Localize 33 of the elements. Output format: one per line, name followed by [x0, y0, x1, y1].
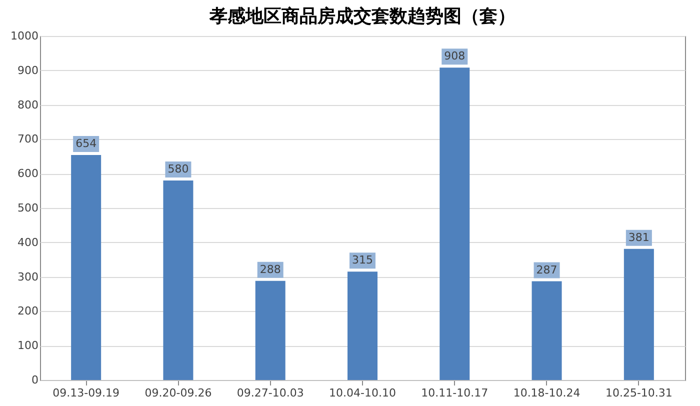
y-tick-label: 200 — [18, 304, 38, 318]
y-tick-label: 100 — [18, 339, 38, 352]
x-tick-label: 10.25-10.31 — [605, 386, 672, 400]
x-tick-label: 09.13-09.19 — [52, 386, 120, 400]
data-label: 315 — [352, 254, 373, 267]
x-tick-label: 09.27-10.03 — [236, 386, 304, 400]
y-tick-label: 400 — [18, 236, 38, 249]
x-tick-label: 09.20-09.26 — [144, 386, 212, 400]
bar — [255, 280, 286, 380]
y-tick-label: 600 — [18, 167, 38, 180]
y-tick-label: 1000 — [10, 30, 38, 42]
data-label: 288 — [260, 262, 281, 276]
data-label: 654 — [76, 137, 97, 150]
y-tick-label: 500 — [18, 202, 38, 214]
data-label: 908 — [444, 50, 466, 63]
bar — [348, 272, 378, 380]
bar — [532, 281, 562, 380]
data-label: 287 — [536, 263, 558, 276]
y-tick-label: 300 — [18, 270, 38, 284]
x-tick-label: 10.18-10.24 — [513, 386, 580, 400]
y-tick-label: 800 — [18, 98, 38, 112]
x-tick-label: 10.11-10.17 — [421, 386, 488, 400]
data-label: 580 — [168, 162, 189, 176]
bar — [71, 155, 102, 380]
bar — [624, 248, 654, 380]
y-tick-label: 0 — [32, 374, 38, 386]
x-tick-label: 10.04-10.10 — [329, 386, 396, 400]
chart-title: 孝感地区商品房成交套数趋势图（套） — [208, 6, 516, 27]
bar — [163, 180, 194, 380]
y-tick-label: 700 — [18, 132, 38, 146]
bar — [440, 68, 470, 380]
y-tick-label: 900 — [18, 64, 38, 77]
data-label: 381 — [628, 230, 650, 244]
